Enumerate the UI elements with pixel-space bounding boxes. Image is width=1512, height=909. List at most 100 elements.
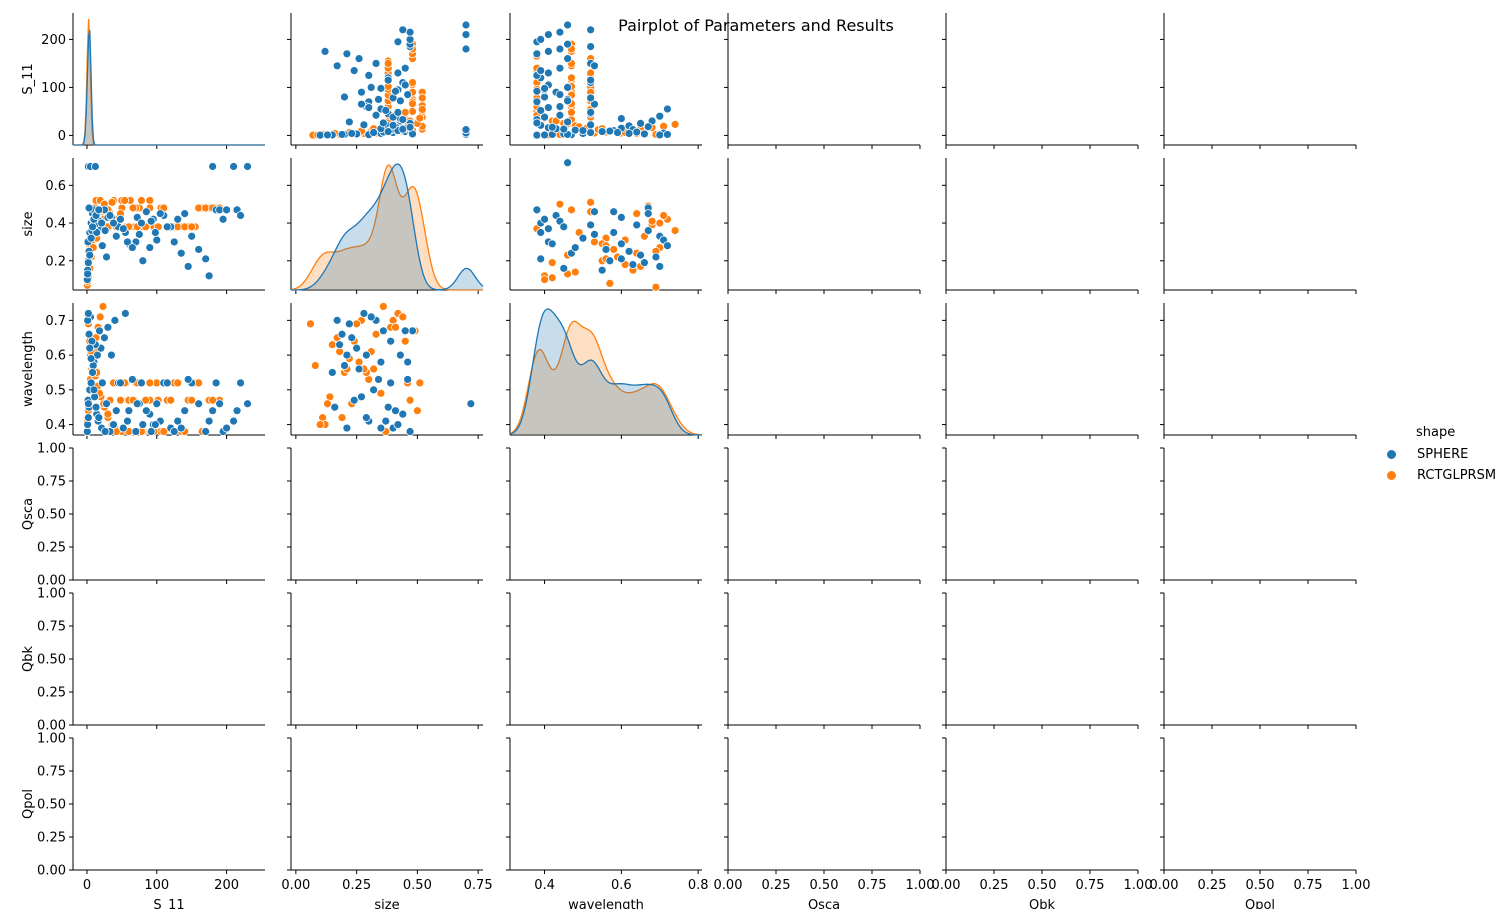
x-tick-label: 0.8 [688,878,709,893]
x-axis-label-Qsca: Qsca [808,898,840,909]
point-sphere-r2c0 [83,413,93,423]
point-sphere-r2c1 [400,326,410,336]
point-rctglprsm-r2c1 [369,364,379,374]
point-sphere-r1c0 [169,237,179,247]
point-sphere-r2c0 [97,378,107,388]
y-tick-label: 0.4 [45,418,66,433]
point-sphere-r2c1 [374,375,383,384]
subplot-r3-c0: 0.00 0.25 0.50 0.75 1.00 [37,442,265,589]
point-sphere-r2c1 [347,333,357,343]
point-sphere-r1c2 [616,254,626,264]
point-sphere-r1c0 [146,216,156,226]
point-rctglprsm-r2c1 [310,361,320,370]
point-rctglprsm-r1c2 [609,245,619,254]
point-rctglprsm-r2c0 [166,395,176,405]
point-sphere-r1c0 [138,256,148,266]
point-sphere-r2c1 [369,385,379,395]
y-tick-label: 200 [41,33,66,48]
point-sphere-r0c1 [347,129,357,138]
point-sphere-r2c1 [337,329,347,339]
point-sphere-r1c2 [609,228,619,237]
x-tick-label: 0.25 [762,878,791,893]
x-tick-label: 0.50 [403,878,432,893]
point-sphere-r1c0 [236,211,245,220]
y-tick-label: 0.25 [37,831,66,846]
point-sphere-r2c0 [118,423,128,433]
point-sphere-r0c2 [532,97,542,107]
point-sphere-r1c0 [88,222,97,232]
point-sphere-r0c2 [536,66,546,75]
subplot-r0-c3 [724,13,921,149]
point-sphere-r2c0 [183,375,193,384]
subplot-r1-c5 [1160,158,1357,294]
point-sphere-r1c2 [532,205,542,215]
kde-fill-sphere-wavelength [510,309,702,435]
point-sphere-r0c1 [366,83,376,92]
x-tick-label: 0.25 [342,878,371,893]
point-sphere-r2c0 [83,399,93,409]
point-sphere-r2c1 [381,416,391,426]
point-sphere-r0c1 [405,27,415,37]
point-sphere-r0c2 [536,35,546,44]
subplot-r4-c3 [724,592,921,729]
point-sphere-r1c0 [208,162,218,171]
kde-line-sphere-wavelength [509,308,702,436]
point-sphere-r1c2 [559,222,569,232]
point-sphere-r0c2 [532,118,542,128]
legend: shape SPHERE RCTGLPRSM [1383,425,1496,486]
point-rctglprsm-r2c0 [187,395,197,405]
point-sphere-r2c0 [103,322,113,332]
x-axis-label-Qbk: Qbk [1029,898,1055,909]
point-sphere-r0c2 [555,27,565,37]
point-sphere-r2c0 [100,333,109,343]
point-sphere-r2c1 [332,315,342,325]
point-sphere-r0c2 [532,86,542,96]
subplot-r3-c4 [942,447,1139,584]
subplot-r1-c2 [506,158,702,294]
point-sphere-r0c1 [393,68,403,78]
point-rctglprsm-r1c0 [128,203,138,213]
point-sphere-r1c0 [94,205,104,215]
point-rctglprsm-r2c1 [323,399,332,409]
point-sphere-r1c2 [570,243,580,252]
point-sphere-r1c2 [597,265,607,275]
point-sphere-r2c1 [403,375,413,384]
point-sphere-r0c1 [369,128,379,137]
point-rctglprsm-r1c2 [670,226,680,236]
point-sphere-r1c0 [141,207,151,217]
point-sphere-r1c0 [155,209,165,219]
point-sphere-r2c0 [85,343,95,353]
point-rctglprsm-r2c0 [208,395,218,405]
point-rctglprsm-r1c2 [547,258,557,268]
point-sphere-r0c2 [663,130,672,139]
x-axis-label-size: size [374,898,399,909]
subplot-r3-c1 [287,447,483,584]
point-sphere-r2c0 [110,315,120,325]
point-sphere-r1c0 [118,224,128,234]
point-sphere-r0c1 [395,96,405,106]
y-tick-label: 0.6 [45,179,66,194]
point-sphere-r1c0 [222,205,232,215]
point-sphere-r1c0 [137,218,146,228]
point-sphere-r2c0 [236,378,245,388]
point-sphere-r2c1 [340,361,349,370]
point-sphere-r2c0 [94,413,104,423]
point-sphere-r2c1 [349,395,359,405]
point-sphere-r1c2 [624,246,634,256]
point-rctglprsm-r1c2 [590,237,599,247]
point-sphere-r2c1 [383,402,393,412]
subplot-r2-c0: 0.4 0.5 0.6 0.7 [45,303,265,439]
point-sphere-r0c2 [559,124,569,134]
point-sphere-r2c1 [344,319,354,329]
point-sphere-r2c1 [359,309,369,318]
kde-fill-sphere-S_11 [73,30,265,145]
x-tick-label: 0.75 [858,878,887,893]
legend-item-rctglprsm: RCTGLPRSM [1383,465,1496,486]
point-sphere-r2c0 [132,399,142,409]
point-sphere-r0c1 [376,83,386,93]
point-sphere-r2c0 [176,423,186,433]
point-sphere-r2c0 [204,416,214,426]
point-sphere-r1c0 [176,248,186,258]
x-tick-label: 1.00 [1124,878,1153,893]
